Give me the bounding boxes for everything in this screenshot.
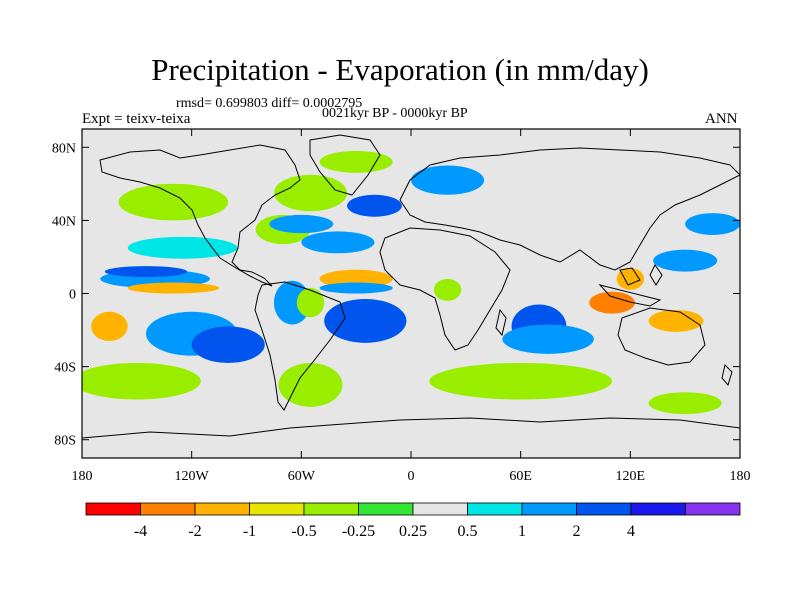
pe-region-14 [319,282,393,294]
colorbar-label-3: -0.5 [291,523,316,540]
pe-region-18 [273,174,348,212]
colorbar-box-5 [358,502,414,516]
pe-region-20 [411,165,485,195]
pe-region-15 [324,298,407,343]
pe-region-31 [296,288,325,318]
colorbar-box-9 [576,502,632,516]
colorbar-box-11 [685,502,741,516]
coast-africa [379,227,511,351]
colorbar-box-8 [521,502,577,516]
colorbar: -4 -2 -1 -0.5 -0.25 0.25 0.5 1 2 4 [85,502,741,540]
coast-madagascar [495,308,507,337]
pe-region-8 [127,236,238,259]
pe-region-3 [91,311,128,342]
x-tick-label-3: 0 [408,469,415,484]
pe-region-24 [616,267,645,290]
coast-new-zealand [721,364,733,387]
colorbar-box-4 [303,502,359,516]
pe-region-9 [118,183,229,221]
y-tick-label-3: 40S [54,361,76,376]
pe-region-17 [347,194,402,217]
season-label: ANN [705,111,738,127]
coast-antarctica [82,417,740,439]
colorbar-label-2: -1 [243,523,256,540]
y-tick-label-2: 0 [69,288,76,303]
map-title: Precipitation - Evaporation (in mm/day) [151,52,649,87]
pe-region-22 [502,324,594,354]
plot-area-background [82,129,740,458]
colorbar-box-1 [140,502,196,516]
colorbar-label-0: -4 [134,523,147,540]
colorbar-box-7 [467,502,523,516]
x-tick-label-1: 120W [175,469,210,484]
pe-region-27 [685,213,740,236]
colorbar-label-7: 1 [518,523,526,540]
rmsd-diff-stats: rmsd= 0.699803 diff= 0.0002795 [176,96,363,111]
pe-region-23 [589,291,635,314]
colorbar-box-6 [412,502,468,516]
pe-region-30 [433,278,462,301]
colorbar-label-8: 2 [573,523,581,540]
colorbar-box-10 [630,502,686,516]
x-tick-label-6: 180 [730,469,751,484]
y-tick-label-4: 80S [54,434,76,449]
colorbar-label-6: 0.5 [458,523,478,540]
coast-maritime-continent [598,264,663,307]
coast-greenland [309,134,381,196]
time-periods-label: 0021kyr BP - 0000kyr BP [322,106,468,121]
colorbar-box-2 [194,502,250,516]
colorbar-label-9: 4 [627,523,635,540]
coast-australia [617,307,706,366]
coastlines [82,134,740,439]
x-tick-label-2: 60W [288,469,316,484]
map-axes: 80N 40N 0 40S 80S 180 120W 60W 0 60E 120E 180 [52,129,751,484]
pe-region-16 [273,280,311,325]
pe-field [82,150,740,415]
pe-region-26 [648,309,704,332]
coast-north-america [99,144,301,287]
colorbar-label-4: -0.25 [342,523,375,540]
colorbar-box-3 [249,502,305,516]
experiment-label: Expt = teixv-teixa [82,111,191,127]
colorbar-label-1: -2 [188,523,201,540]
colorbar-box-0 [85,502,141,516]
coast-eurasia [399,147,740,271]
pe-region-25 [653,249,718,272]
coast-south-america [254,281,346,411]
pe-region-1 [104,266,188,278]
pe-region-5 [191,326,265,363]
pe-region-12 [301,231,375,254]
y-tick-label-1: 40N [52,214,76,229]
x-tick-label-4: 60E [509,469,532,484]
pe-region-6 [82,362,201,400]
pe-region-11 [269,214,334,234]
pe-region-28 [429,362,613,400]
pe-region-19 [319,150,393,173]
pe-region-7 [278,362,343,407]
colorbar-label-5: 0.25 [399,523,427,540]
pe-region-2 [127,282,220,294]
pe-region-29 [648,392,722,415]
y-tick-label-0: 80N [52,141,76,156]
x-tick-label-0: 180 [72,469,93,484]
x-tick-label-5: 120E [616,469,646,484]
